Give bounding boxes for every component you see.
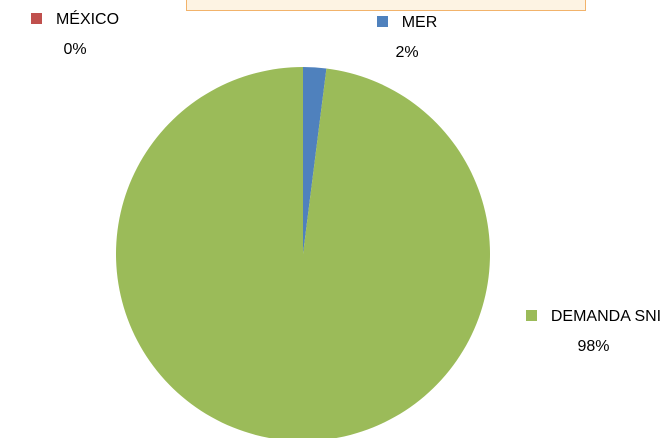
legend-key bbox=[376, 16, 388, 27]
pie-slice bbox=[116, 67, 490, 438]
header-box bbox=[186, 0, 586, 11]
legend-key bbox=[525, 310, 537, 321]
pie-slice bbox=[303, 67, 327, 254]
data-label: MÉXICO 0% bbox=[0, 5, 150, 65]
slice-name: MÉXICO bbox=[55, 11, 120, 28]
data-label: DEMANDA SNI 98% bbox=[522, 302, 665, 362]
data-label: MER 2% bbox=[352, 8, 462, 68]
slice-value: 0% bbox=[63, 41, 87, 58]
slice-name: MER bbox=[401, 14, 438, 31]
slice-name: DEMANDA SNI bbox=[550, 308, 662, 325]
legend-key bbox=[30, 13, 42, 24]
slice-value: 2% bbox=[395, 44, 419, 61]
slice-value: 98% bbox=[577, 338, 610, 355]
